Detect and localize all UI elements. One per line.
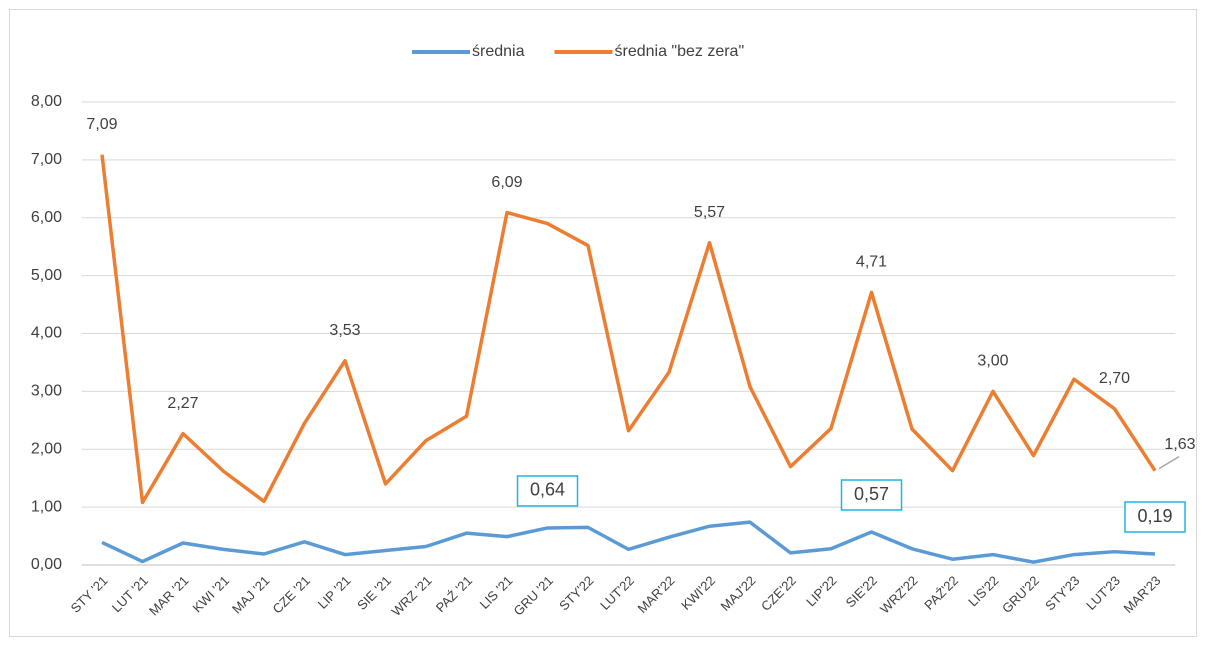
data-label: 3,00	[977, 353, 1008, 370]
label-box	[1124, 501, 1186, 533]
data-label: 3,53	[329, 322, 360, 339]
y-tick-label: 4,00	[31, 325, 62, 342]
legend-label: średnia	[472, 43, 525, 60]
data-label: 4,71	[856, 254, 887, 271]
data-label: 0,57	[854, 484, 889, 504]
data-label: 0,19	[1137, 506, 1172, 526]
y-tick-label: 6,00	[31, 209, 62, 226]
data-label: 7,09	[86, 116, 117, 133]
data-label: 6,09	[491, 174, 522, 191]
y-tick-label: 0,00	[31, 556, 62, 573]
data-label: 5,57	[694, 204, 725, 221]
leader-line	[1158, 456, 1180, 470]
y-tick-label: 7,00	[31, 151, 62, 168]
series-line	[101, 520, 1156, 564]
data-label: 2,27	[167, 395, 198, 412]
y-tick-label: 5,00	[31, 267, 62, 284]
data-label: 1,63	[1164, 436, 1195, 453]
y-tick-label: 3,00	[31, 383, 62, 400]
label-box	[840, 479, 903, 511]
y-tick-label: 1,00	[31, 498, 62, 515]
data-label: 0,64	[530, 480, 565, 500]
label-box	[516, 475, 579, 507]
legend-label: średnia "bez zera"	[614, 43, 744, 60]
data-label: 2,70	[1099, 370, 1130, 387]
chart-border	[9, 9, 1197, 637]
y-tick-label: 2,00	[31, 440, 62, 457]
y-tick-label: 8,00	[31, 93, 62, 110]
series-line	[100, 154, 1157, 505]
